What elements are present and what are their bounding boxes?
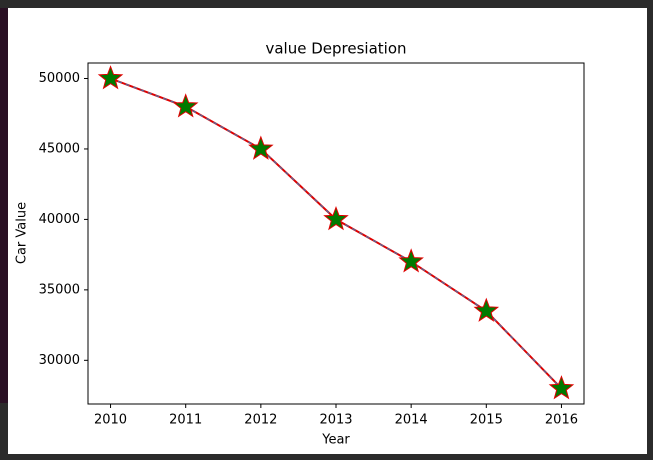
x-tick-label: 2010 (94, 413, 127, 428)
y-axis-label: Car Value (15, 202, 30, 264)
y-tick-label: 35000 (39, 282, 80, 297)
star-marker (473, 297, 500, 322)
star-marker (323, 205, 349, 231)
x-axis-label: Year (321, 433, 350, 448)
x-tick-label: 2012 (244, 413, 277, 428)
y-tick-label: 45000 (39, 141, 80, 156)
chart-title: value Depresiation (265, 40, 406, 58)
left-edge (0, 8, 8, 403)
star-marker (248, 135, 274, 160)
x-tick-label: 2014 (395, 413, 428, 428)
star-marker (398, 248, 424, 273)
star-marker (172, 93, 199, 118)
x-tick-label: 2016 (545, 413, 578, 428)
star-marker (548, 375, 575, 400)
star-marker (97, 65, 124, 90)
x-tick-label: 2011 (169, 413, 202, 428)
y-tick-label: 50000 (39, 71, 80, 86)
x-tick-label: 2015 (470, 413, 503, 428)
y-tick-label: 30000 (39, 353, 80, 368)
x-tick-label: 2013 (319, 413, 352, 428)
y-tick-label: 40000 (39, 212, 80, 227)
